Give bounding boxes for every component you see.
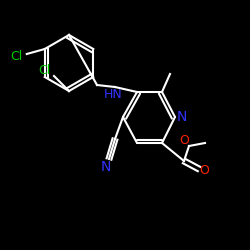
Text: N: N [101,160,111,174]
Text: Cl: Cl [11,50,23,62]
Text: Cl: Cl [38,64,50,78]
Text: N: N [177,110,187,124]
Text: O: O [179,134,189,147]
Text: HN: HN [104,88,122,101]
Text: O: O [199,164,209,177]
